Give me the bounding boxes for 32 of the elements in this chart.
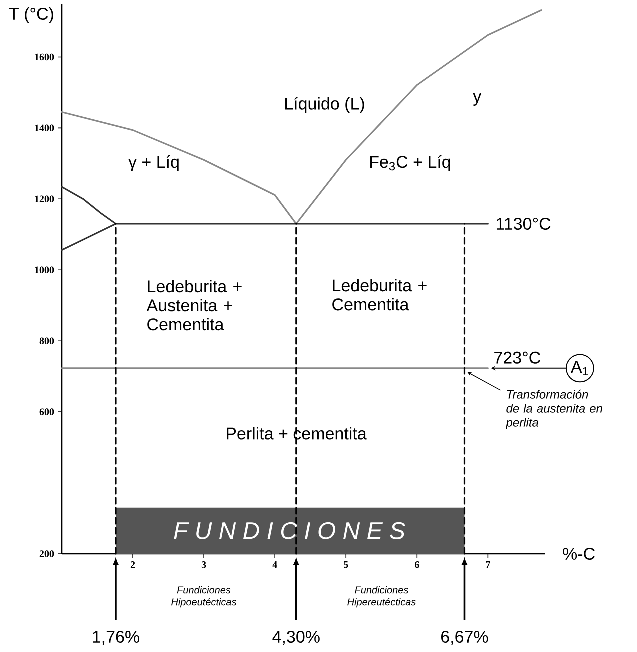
annotation: Líquido (L) [286,97,364,114]
annotation: 723°C [494,352,540,364]
text: 1,76% [93,630,140,646]
annotation: 1130°C [496,218,551,230]
text: Fundiciones Hipoeutécticas [172,586,237,608]
x-tick-label: 7 [486,562,490,568]
annotation: γ + Líq [128,155,179,172]
annotation: y [473,93,482,106]
text: 6,67% [441,630,488,646]
y-tick-label: 800 [40,338,54,344]
x-tick-label: 3 [202,562,206,568]
x-tick-label: 5 [344,562,348,568]
annotation: Ledeburita + Austenita + Cementita [146,280,242,331]
annotation: Perlita + cementita [227,427,367,440]
annotation: Fe$_{3}$C + Líq [370,155,450,172]
text: 4,30% [272,630,320,646]
x-tick-label: 6 [414,562,420,568]
y-tick-label: 1400 [35,124,54,132]
text: Fundiciones Hipereutécticas [348,586,416,608]
x-tick-label: 2 [130,562,136,568]
annotation: Ledeburita + Cementita [332,279,427,311]
y-tick-label: 200 [40,550,54,558]
x-axis-title: %-C [563,548,595,560]
y-tick-label: 600 [40,408,54,416]
y-tick-label: 1600 [35,54,54,61]
annotation: Transformación de la austenita en perlita [506,390,602,430]
y-tick-label: 1200 [35,196,54,203]
y-tick-label: 1000 [35,266,54,274]
y-axis-title: T (°C) [9,8,54,24]
text: A$_{1}$ [570,361,588,376]
x-tick-label: 4 [272,562,278,568]
annotation: F U N D I C I O N E S [174,522,406,540]
